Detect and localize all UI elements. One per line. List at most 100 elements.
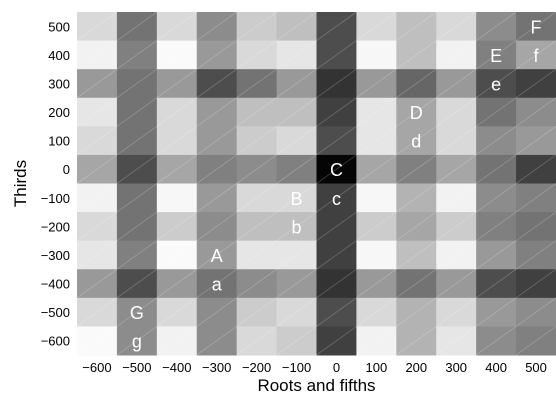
cell-diagonal xyxy=(76,211,118,241)
cell-diagonal xyxy=(436,326,477,356)
heatmap-cells xyxy=(77,12,556,356)
cell-diagonal xyxy=(356,11,397,41)
heatmap-cell xyxy=(156,97,198,127)
heatmap-cell xyxy=(356,154,397,184)
heatmap-cell xyxy=(276,212,317,242)
heatmap-cell xyxy=(116,212,158,242)
heatmap-cell xyxy=(276,240,317,270)
heatmap-cell xyxy=(77,40,118,70)
cell-diagonal xyxy=(396,68,437,99)
x-axis-title: Roots and fifths xyxy=(257,376,375,395)
cell-diagonal xyxy=(436,183,477,213)
cell-diagonal xyxy=(236,268,277,299)
heatmap-cell xyxy=(356,12,397,42)
point-label: f xyxy=(534,46,540,66)
cell-diagonal xyxy=(356,126,397,156)
heatmap-cell xyxy=(476,297,517,327)
cell-diagonal xyxy=(76,154,118,184)
heatmap-cell xyxy=(196,183,238,213)
heatmap-cell xyxy=(436,326,477,356)
cell-diagonal xyxy=(116,40,158,70)
heatmap-cell xyxy=(116,269,158,299)
heatmap-cell xyxy=(476,269,517,299)
cell-diagonal xyxy=(116,211,158,241)
cell-diagonal xyxy=(156,68,197,99)
heatmap-cell xyxy=(116,69,158,99)
heatmap-cell xyxy=(436,240,477,270)
heatmap-cell xyxy=(276,183,317,213)
cell-diagonal xyxy=(475,326,517,356)
heatmap-cell xyxy=(316,212,357,242)
heatmap-cell xyxy=(436,97,477,127)
heatmap-cell xyxy=(356,297,397,327)
heatmap-cell xyxy=(356,212,397,242)
heatmap-cell xyxy=(356,40,397,70)
y-tick-label: 200 xyxy=(48,105,70,120)
point-label: d xyxy=(411,132,421,152)
y-tick-label: 0 xyxy=(63,162,70,177)
heatmap-cell xyxy=(236,12,278,42)
heatmap-cell xyxy=(396,97,437,127)
heatmap-cell xyxy=(316,69,357,99)
heatmap-cell xyxy=(236,154,278,184)
cell-diagonal xyxy=(76,183,118,213)
point-label: A xyxy=(211,246,223,266)
cell-diagonal xyxy=(316,68,357,99)
heatmap-cell xyxy=(316,40,357,70)
cell-diagonal xyxy=(436,97,477,127)
point-label: F xyxy=(531,17,542,37)
cell-diagonal xyxy=(436,126,477,156)
cell-diagonal xyxy=(276,40,317,70)
cell-diagonal xyxy=(515,211,556,241)
x-tick-label: −500 xyxy=(122,360,151,375)
heatmap-cell xyxy=(236,240,278,270)
cell-diagonal xyxy=(196,268,237,299)
heatmap-cell xyxy=(396,183,437,213)
point-label: c xyxy=(332,189,341,209)
heatmap-cell xyxy=(436,69,477,99)
cell-diagonal xyxy=(515,240,556,270)
heatmap-cell xyxy=(116,40,158,70)
y-axis-title: Thirds xyxy=(11,160,30,207)
heatmap-cell xyxy=(77,297,118,327)
cell-diagonal xyxy=(76,68,118,99)
x-tick-label: 500 xyxy=(525,360,547,375)
heatmap-cell xyxy=(356,240,397,270)
heatmap-cell xyxy=(276,326,317,356)
cell-diagonal xyxy=(236,326,277,356)
cell-diagonal xyxy=(356,40,397,70)
cell-diagonal xyxy=(156,97,197,127)
cell-diagonal xyxy=(396,240,437,270)
heatmap-cell xyxy=(156,297,198,327)
heatmap-cell xyxy=(196,240,238,270)
cell-diagonal xyxy=(196,40,237,70)
cell-diagonal xyxy=(236,183,277,213)
cell-diagonal xyxy=(475,211,517,241)
cell-diagonal xyxy=(196,240,237,270)
cell-diagonal xyxy=(76,40,118,70)
heatmap-cell xyxy=(156,326,198,356)
y-tick-label: 100 xyxy=(48,134,70,149)
heatmap-cell xyxy=(516,126,556,156)
y-tick-label: −400 xyxy=(41,277,70,292)
cell-diagonal xyxy=(316,268,357,299)
heatmap-cell xyxy=(356,326,397,356)
heatmap-cell xyxy=(516,97,556,127)
heatmap-cell xyxy=(476,40,517,70)
point-label: e xyxy=(491,74,501,94)
cell-diagonal xyxy=(515,68,556,99)
cell-diagonal xyxy=(156,40,197,70)
x-tick-label: −100 xyxy=(282,360,311,375)
cell-diagonal xyxy=(116,268,158,299)
cell-diagonal xyxy=(116,126,158,156)
cell-diagonal xyxy=(236,154,277,184)
heatmap-cell xyxy=(316,154,357,184)
cell-diagonal xyxy=(396,154,437,184)
heatmap-cell xyxy=(516,240,556,270)
cell-diagonal xyxy=(76,126,118,156)
heatmap-cell xyxy=(436,154,477,184)
cell-diagonal xyxy=(276,97,317,127)
heatmap-cell xyxy=(156,40,198,70)
point-label: D xyxy=(410,103,423,123)
cell-diagonal xyxy=(396,211,437,241)
